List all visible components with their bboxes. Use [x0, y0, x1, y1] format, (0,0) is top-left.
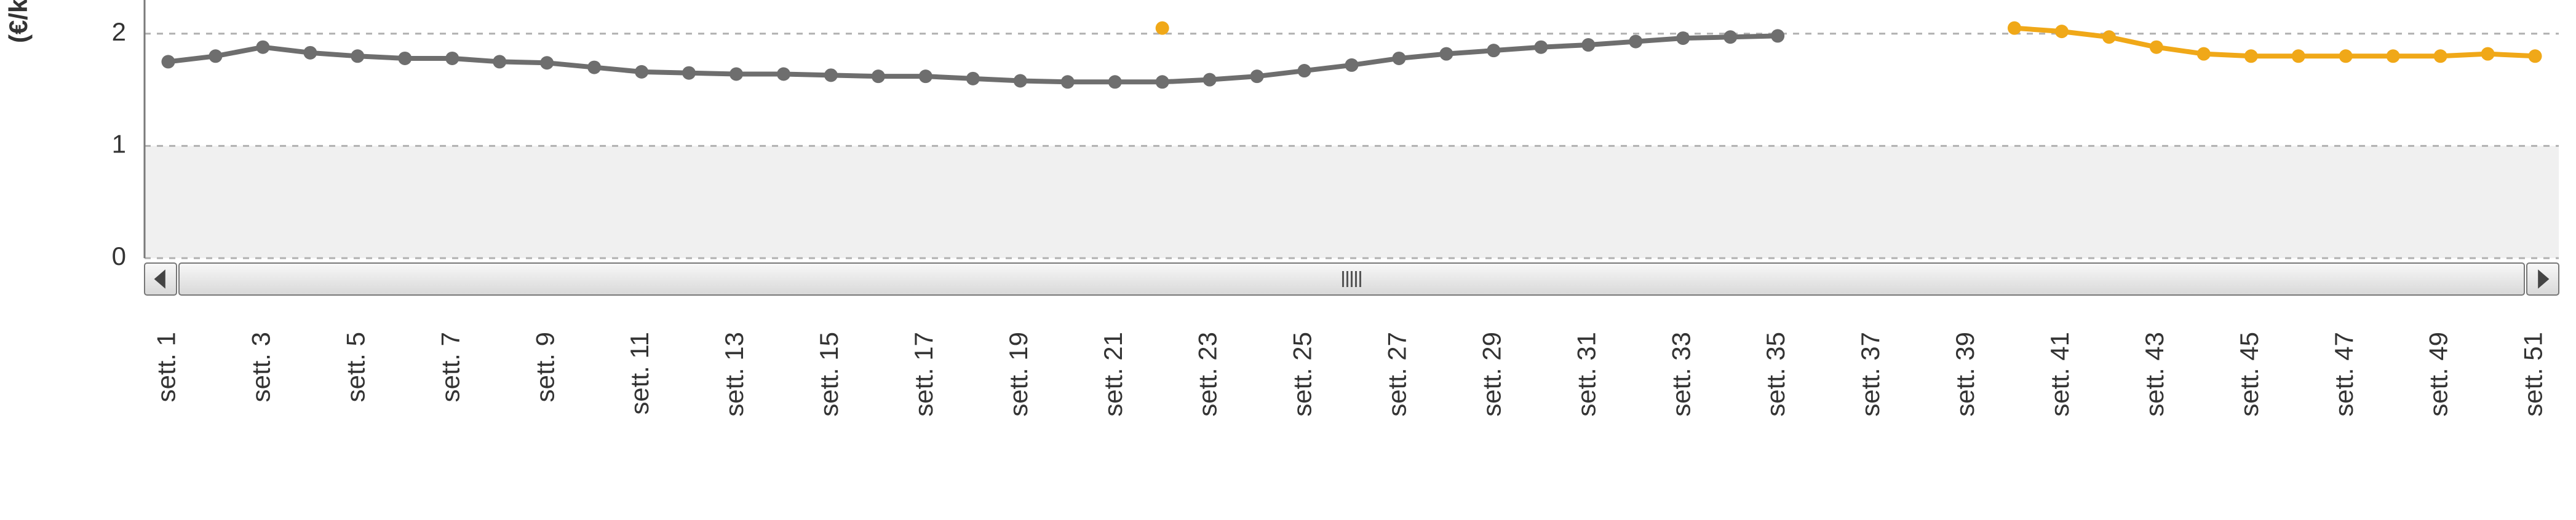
series-marker-series-gray: [1392, 52, 1405, 65]
series-marker-series-gray: [682, 66, 696, 80]
series-marker-series-gray: [966, 72, 980, 85]
series-marker-series-orange: [2434, 49, 2447, 63]
series-marker-series-gray: [1487, 44, 1500, 57]
series-marker-series-gray: [1345, 58, 1359, 72]
y-axis-label: (€/kg): [4, 0, 33, 43]
plot-band: [145, 146, 2559, 258]
x-tick-label: sett. 23: [1193, 332, 1222, 417]
series-marker-series-orange: [2102, 30, 2116, 44]
series-marker-series-gray: [872, 69, 885, 83]
series-marker-series-gray: [587, 61, 601, 74]
x-tick-label: sett. 17: [909, 332, 938, 417]
series-marker-series-orange-isolated: [1156, 22, 1169, 35]
x-tick-label: sett. 43: [2140, 332, 2169, 417]
series-marker-series-gray: [1203, 73, 1217, 87]
series-marker-series-gray: [1771, 29, 1784, 42]
x-tick-label: sett. 37: [1856, 332, 1885, 417]
series-marker-series-gray: [1629, 35, 1642, 49]
series-marker-series-orange: [2197, 47, 2211, 61]
series-marker-series-gray: [445, 52, 459, 65]
series-marker-series-orange: [2150, 41, 2163, 54]
x-tick-label: sett. 1: [152, 332, 181, 402]
series-marker-series-gray: [493, 55, 506, 68]
series-marker-series-gray: [919, 69, 932, 83]
x-tick-label: sett. 45: [2235, 332, 2264, 417]
chart-svg: 0 1 2 sett. 1 sett. 3 sett. 5 sett. 7 sett. 9 se…: [0, 0, 2576, 520]
x-tick-label: sett. 5: [341, 332, 370, 402]
series-marker-series-gray: [1676, 31, 1690, 45]
series-marker-series-gray: [1298, 64, 1311, 77]
series-marker-series-gray: [635, 65, 648, 79]
series-line-series-orange: [2014, 28, 2535, 57]
series-marker-series-gray: [1108, 75, 1122, 89]
series-marker-series-gray: [1014, 74, 1027, 87]
series-marker-series-gray: [209, 49, 222, 63]
series-marker-series-gray: [729, 68, 743, 81]
x-tick-label: sett. 39: [1950, 332, 1979, 417]
x-tick-label: sett. 31: [1572, 332, 1600, 417]
series-marker-series-orange: [2292, 49, 2305, 63]
x-tick-label: sett. 27: [1383, 332, 1412, 417]
x-tick-label: sett. 3: [246, 332, 275, 402]
series-marker-series-gray: [351, 49, 364, 63]
x-tick-label: sett. 19: [1004, 332, 1033, 417]
series-marker-series-gray: [540, 56, 554, 69]
x-tick-label: sett. 15: [814, 332, 843, 417]
series-marker-series-orange: [2008, 22, 2021, 35]
x-tick-label: sett. 47: [2329, 332, 2358, 417]
x-tick-label: sett. 25: [1288, 332, 1317, 417]
x-tick-label: sett. 33: [1666, 332, 1695, 417]
x-tick-label: sett. 13: [720, 332, 749, 417]
series-marker-series-gray: [824, 68, 838, 82]
series-marker-series-gray: [303, 46, 317, 60]
series-marker-series-gray: [1250, 69, 1264, 83]
series-marker-series-gray: [398, 52, 411, 65]
y-tick-label: 1: [112, 129, 126, 158]
y-tick-label: 2: [112, 17, 126, 46]
series-marker-series-orange: [2387, 49, 2400, 63]
x-tick-label: sett. 21: [1099, 332, 1127, 417]
x-tick-label: sett. 51: [2519, 332, 2548, 417]
series-marker-series-gray: [1534, 41, 1548, 54]
price-chart: (€/kg) 0 1 2 sett. 1 sett. 3 sett. 5 sett. 7 se…: [0, 0, 2576, 520]
x-tick-label: sett. 9: [530, 332, 559, 402]
series-marker-series-orange: [2481, 47, 2495, 61]
series-marker-series-orange: [2529, 49, 2542, 63]
y-tick-label: 0: [112, 242, 126, 270]
x-tick-label: sett. 7: [435, 332, 464, 402]
series-marker-series-orange: [2339, 49, 2353, 63]
x-tick-label: sett. 41: [2045, 332, 2074, 417]
series-marker-series-gray: [1156, 75, 1169, 89]
series-marker-series-gray: [1723, 30, 1737, 44]
series-marker-series-gray: [777, 68, 790, 81]
series-marker-series-gray: [1581, 38, 1595, 52]
series-marker-series-gray: [161, 55, 175, 68]
x-tick-label: sett. 35: [1761, 332, 1790, 417]
series-marker-series-gray: [1061, 75, 1075, 89]
x-tick-label: sett. 11: [625, 332, 654, 415]
x-tick-label: sett. 49: [2424, 332, 2453, 417]
series-marker-series-orange: [2055, 25, 2069, 38]
series-marker-series-orange: [2244, 49, 2258, 63]
series-marker-series-gray: [1439, 47, 1453, 61]
x-tick-label: sett. 29: [1477, 332, 1506, 417]
series-marker-series-gray: [256, 41, 269, 54]
